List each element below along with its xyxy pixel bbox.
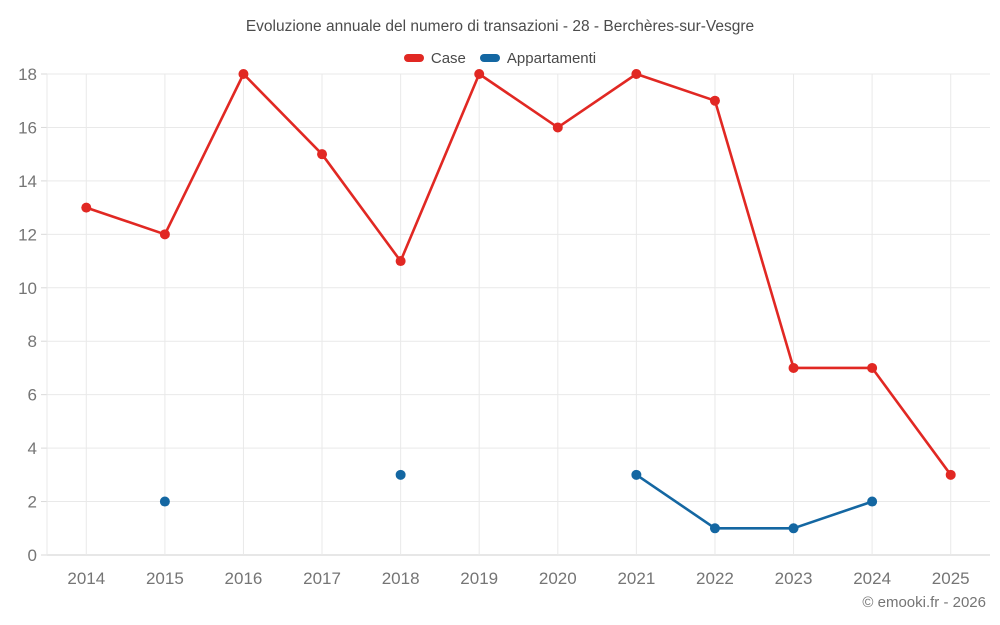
legend-label-appartamenti: Appartamenti bbox=[506, 49, 597, 67]
svg-text:2019: 2019 bbox=[460, 569, 498, 588]
legend-item-case[interactable]: Case bbox=[403, 49, 466, 67]
case-legend-swatch-icon bbox=[403, 54, 424, 62]
svg-text:2025: 2025 bbox=[932, 569, 970, 588]
svg-text:2016: 2016 bbox=[225, 569, 263, 588]
legend: Case Appartamenti bbox=[0, 48, 1000, 68]
svg-text:14: 14 bbox=[18, 172, 37, 191]
legend-label-case: Case bbox=[430, 49, 466, 67]
svg-text:0: 0 bbox=[28, 546, 37, 565]
chart-title: Evoluzione annuale del numero di transaz… bbox=[245, 18, 755, 35]
svg-text:2014: 2014 bbox=[67, 569, 105, 588]
svg-text:2017: 2017 bbox=[303, 569, 341, 588]
svg-text:8: 8 bbox=[28, 332, 37, 351]
svg-text:2015: 2015 bbox=[146, 569, 184, 588]
svg-text:6: 6 bbox=[28, 386, 37, 405]
svg-text:2022: 2022 bbox=[696, 569, 734, 588]
svg-text:2024: 2024 bbox=[853, 569, 891, 588]
svg-text:2: 2 bbox=[28, 493, 37, 512]
svg-text:2023: 2023 bbox=[775, 569, 813, 588]
appartamenti-legend-swatch-icon bbox=[479, 54, 500, 62]
svg-text:2018: 2018 bbox=[382, 569, 420, 588]
svg-text:10: 10 bbox=[18, 279, 37, 298]
watermark: © emooki.fr - 2026 bbox=[862, 594, 986, 611]
svg-text:2020: 2020 bbox=[539, 569, 577, 588]
legend-item-appartamenti[interactable]: Appartamenti bbox=[479, 49, 597, 67]
svg-text:16: 16 bbox=[18, 118, 37, 137]
svg-text:4: 4 bbox=[28, 439, 37, 458]
svg-text:12: 12 bbox=[18, 225, 37, 244]
svg-text:2021: 2021 bbox=[617, 569, 655, 588]
svg-text:18: 18 bbox=[18, 65, 37, 84]
